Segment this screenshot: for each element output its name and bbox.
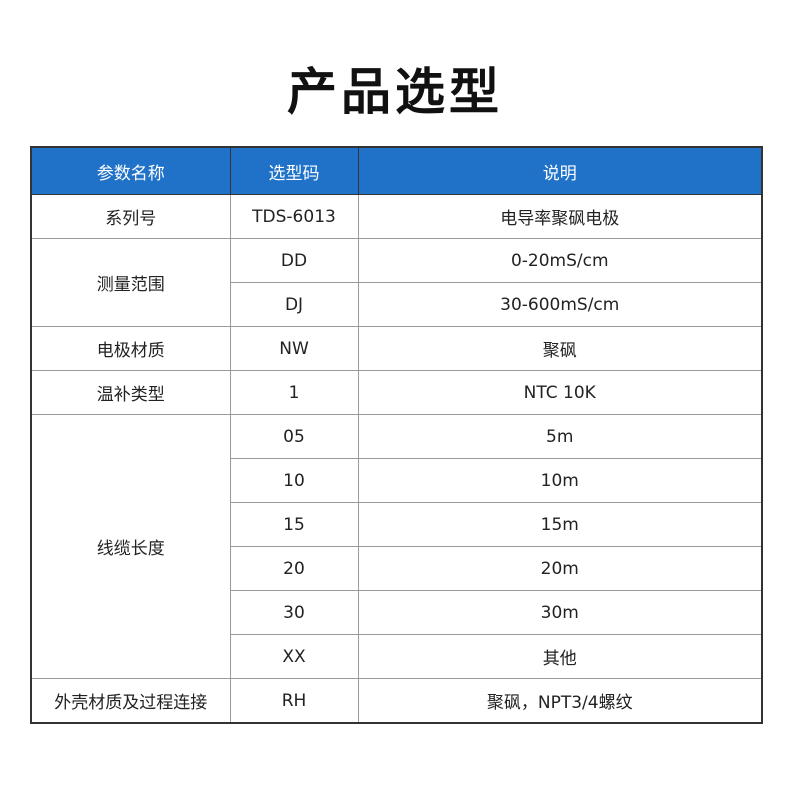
code-cell: 05 — [229, 414, 359, 459]
desc-cell: 5m — [357, 414, 763, 459]
param-cell: 温补类型 — [30, 370, 231, 415]
header-desc: 说明 — [357, 146, 763, 195]
param-cell: 线缆长度 — [30, 414, 231, 679]
desc-cell: 0-20mS/cm — [357, 238, 763, 283]
table-row: 30 30m — [31, 590, 763, 635]
selection-table: 参数名称 选型码 说明 系列号 TDS-6013 电导率聚砜电极 测量范围 DD 0-20… — [30, 146, 763, 724]
table-row: 15 15m — [31, 502, 763, 547]
desc-cell: 其他 — [357, 634, 763, 679]
table-row: 系列号 TDS-6013 电导率聚砜电极 — [30, 194, 763, 239]
header-param: 参数名称 — [30, 146, 231, 195]
code-cell: DD — [229, 238, 359, 283]
desc-cell: 10m — [357, 458, 763, 503]
desc-cell: 15m — [357, 502, 763, 547]
desc-cell: 30m — [357, 590, 763, 635]
desc-cell: 30-600mS/cm — [357, 282, 763, 327]
desc-cell: 电导率聚砜电极 — [357, 194, 763, 239]
table-row: 外壳材质及过程连接 RH 聚砜，NPT3/4螺纹 — [30, 678, 763, 724]
table-row: 线缆长度 05 5m — [30, 414, 763, 679]
code-cell: DJ — [229, 282, 359, 327]
page-title: 产品选型 — [287, 63, 503, 121]
desc-cell: 聚砜 — [357, 326, 763, 371]
table-row: XX 其他 — [31, 634, 763, 679]
param-cell: 测量范围 — [30, 238, 231, 327]
code-cell: 10 — [229, 458, 359, 503]
table-row: 电极材质 NW 聚砜 — [30, 326, 763, 371]
table-row: DJ 30-600mS/cm — [31, 282, 763, 327]
code-cell: XX — [229, 634, 359, 679]
desc-cell: 聚砜，NPT3/4螺纹 — [357, 678, 763, 724]
param-cell: 外壳材质及过程连接 — [30, 678, 231, 724]
table-row: 测量范围 DD 0-20mS/cm — [30, 238, 763, 327]
code-cell: 1 — [229, 370, 359, 415]
desc-cell: 20m — [357, 546, 763, 591]
table-row: 10 10m — [31, 458, 763, 503]
code-cell: 30 — [229, 590, 359, 635]
code-cell: 20 — [229, 546, 359, 591]
param-cell: 电极材质 — [30, 326, 231, 371]
table-row: 20 20m — [31, 546, 763, 591]
header-code: 选型码 — [229, 146, 359, 195]
desc-cell: NTC 10K — [357, 370, 763, 415]
code-cell: 15 — [229, 502, 359, 547]
param-cell: 系列号 — [30, 194, 231, 239]
code-cell: RH — [229, 678, 359, 724]
code-cell: TDS-6013 — [229, 194, 359, 239]
code-cell: NW — [229, 326, 359, 371]
table-header: 参数名称 选型码 说明 — [30, 146, 763, 195]
table-row: 温补类型 1 NTC 10K — [30, 370, 763, 415]
